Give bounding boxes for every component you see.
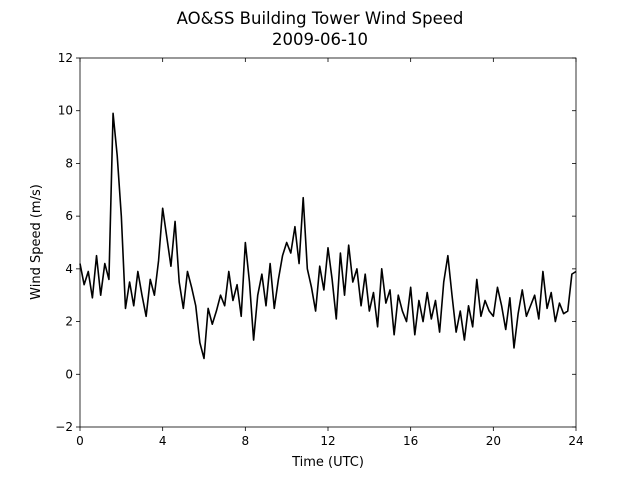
wind-speed-line <box>79 112 577 360</box>
y-tick-label: 12 <box>58 51 73 65</box>
y-tick-label: 4 <box>65 262 73 276</box>
y-tick-label: 2 <box>65 315 73 329</box>
y-tick-label: 8 <box>65 156 73 170</box>
x-axis-label: Time (UTC) <box>291 455 364 470</box>
chart-title: AO&SS Building Tower Wind Speed <box>177 9 464 28</box>
y-axis-label: Wind Speed (m/s) <box>29 184 44 300</box>
x-tick-label: 8 <box>242 434 250 448</box>
y-tick-label: 6 <box>65 209 73 223</box>
x-tick-label: 12 <box>320 434 335 448</box>
x-tick-label: 24 <box>568 434 583 448</box>
x-tick-label: 20 <box>486 434 501 448</box>
x-tick-label: 4 <box>159 434 167 448</box>
y-tick-label: −2 <box>55 420 73 434</box>
y-tick-label: 0 <box>65 367 73 381</box>
chart-subtitle: 2009-06-10 <box>272 30 368 49</box>
plot-frame <box>79 57 577 428</box>
y-tick-label: 10 <box>58 104 73 118</box>
x-tick-label: 0 <box>76 434 84 448</box>
x-tick-label: 16 <box>403 434 418 448</box>
